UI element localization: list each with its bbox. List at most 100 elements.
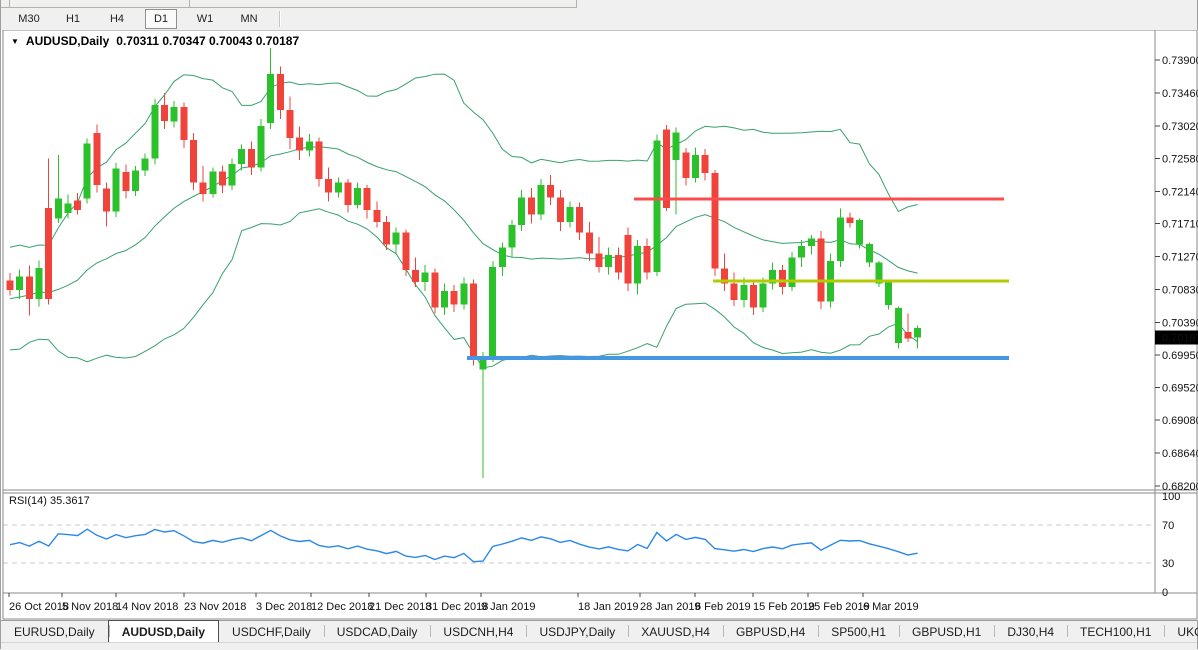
rsi-axis: 100 70 30 0	[1162, 491, 1180, 599]
current-price-tag	[1155, 330, 1198, 345]
time-axis-label: 3 Dec 2018	[256, 601, 312, 613]
time-axis-label: 31 Dec 2018	[426, 601, 488, 613]
rsi-axis-label: 70	[1162, 520, 1174, 532]
bear-candle	[218, 171, 226, 186]
tab-usdcad-daily[interactable]: USDCAD,Daily	[323, 621, 431, 642]
time-axis-label: 14 Nov 2018	[116, 601, 178, 613]
time-axis-label: 25 Feb 2019	[808, 601, 870, 613]
bear-candle	[325, 178, 333, 193]
current-price-value: 0.70187	[1162, 333, 1198, 345]
bear-candle	[373, 210, 381, 223]
tab-usdjpy-daily[interactable]: USDJPY,Daily	[526, 621, 628, 642]
tab-dj30-h4[interactable]: DJ30,H4	[994, 621, 1067, 642]
bear-candle	[276, 74, 284, 111]
price-axis-label: 0.70390	[1162, 317, 1198, 329]
status-bar	[1, 642, 1197, 650]
bear-candle	[469, 283, 477, 360]
chevron-down-icon[interactable]: ▼	[11, 36, 19, 46]
bollinger-upper-band	[9, 73, 918, 248]
tab-audusd-daily[interactable]: AUDUSD,Daily	[107, 620, 220, 642]
toolbar-separator	[279, 11, 280, 27]
timeframe-button-h1[interactable]: H1	[65, 13, 81, 25]
bear-candle	[817, 238, 825, 302]
bull-candle	[653, 140, 661, 273]
bear-candle	[25, 276, 33, 300]
price-axis-label: 0.69950	[1162, 350, 1198, 362]
bull-candle	[132, 170, 139, 191]
bull-candle	[537, 184, 545, 215]
tab-tech100-h1[interactable]: TECH100,H1	[1067, 621, 1164, 642]
bear-candle	[701, 154, 709, 173]
bull-candle	[209, 171, 217, 194]
bear-candle	[624, 234, 632, 284]
bull-candle	[83, 143, 91, 199]
price-axis-label: 0.73020	[1162, 121, 1198, 133]
bull-candle	[798, 246, 806, 258]
price-axis: 0.73900 0.73460 0.73020 0.72580 0.72140 0.717…	[1155, 55, 1198, 493]
bull-candle	[489, 267, 497, 357]
bull-candle	[354, 187, 362, 205]
bear-candle	[547, 184, 555, 198]
timeframe-button-m30[interactable]: M30	[18, 13, 40, 25]
price-axis-label: 0.69520	[1162, 382, 1198, 394]
tab-sp500-h1[interactable]: SP500,H1	[818, 621, 899, 642]
bear-candle	[363, 187, 371, 211]
price-axis-label: 0.71270	[1162, 252, 1198, 264]
toolbar-divider	[9, 0, 10, 8]
bull-candle	[498, 247, 506, 267]
bear-candle	[778, 270, 786, 288]
bear-candle	[103, 188, 110, 212]
bull-candle	[672, 132, 680, 161]
timeframe-button-w1[interactable]: W1	[196, 13, 214, 25]
timeframe-button-d1[interactable]: D1	[145, 9, 177, 29]
toolbar-divider	[1, 7, 576, 8]
bear-candle	[643, 246, 651, 273]
tab-usdcnh-h4[interactable]: USDCNH,H4	[430, 621, 526, 642]
time-axis-label: 6 Feb 2019	[695, 601, 751, 613]
tab-xauusd-h4[interactable]: XAUUSD,H4	[628, 621, 723, 642]
bear-candle	[315, 141, 323, 179]
bear-candle	[189, 140, 197, 183]
upper-toolbar-remnant	[1, 0, 1197, 8]
price-axis-label: 0.72580	[1162, 154, 1198, 166]
rsi-axis-label: 0	[1162, 587, 1168, 599]
bull-candle	[508, 225, 516, 248]
bull-candle	[740, 285, 748, 300]
bear-candle	[74, 200, 82, 211]
bear-candle	[595, 253, 603, 268]
tab-eurusd-daily[interactable]: EURUSD,Daily	[14, 624, 95, 639]
tab-usdchf-daily[interactable]: USDCHF,Daily	[232, 624, 311, 639]
tab-gbpusd-h4[interactable]: GBPUSD,H4	[722, 621, 818, 642]
bear-candle	[247, 148, 255, 168]
tab-gbpusd-h1[interactable]: GBPUSD,H1	[899, 621, 994, 642]
bull-candle	[228, 163, 236, 186]
bear-candle	[846, 217, 854, 223]
bear-candle	[721, 268, 728, 284]
chart-window[interactable]: 0.73900 0.73460 0.73020 0.72580 0.72140 0.717…	[1, 30, 1198, 620]
bull-candle	[151, 104, 159, 159]
price-axis-label: 0.73900	[1162, 55, 1198, 67]
tab-ukoil[interactable]: UKOil,	[1164, 621, 1198, 642]
bull-candle	[441, 290, 448, 308]
bull-candle	[141, 158, 149, 171]
price-chart-canvas[interactable]: 0.73900 0.73460 0.73020 0.72580 0.72140 0.717…	[1, 30, 1198, 620]
bear-candle	[45, 208, 53, 300]
ohlc-values: 0.70311 0.70347 0.70043 0.70187	[116, 34, 300, 48]
bull-candle	[112, 168, 120, 212]
timeframe-button-mn[interactable]: MN	[240, 13, 258, 25]
rsi-indicator-label: RSI(14) 35.3617	[9, 495, 90, 507]
bull-candle	[460, 283, 468, 305]
timeframe-button-h4[interactable]: H4	[109, 13, 125, 25]
bull-candle	[875, 262, 883, 284]
bear-candle	[199, 182, 207, 194]
bull-candle	[479, 356, 487, 370]
bear-candle	[904, 332, 912, 339]
candles	[6, 48, 922, 478]
rsi-axis-label: 100	[1162, 491, 1180, 503]
bull-candle	[865, 243, 873, 263]
bull-candle	[392, 232, 400, 245]
bull-candle	[836, 217, 844, 261]
bull-candle	[257, 125, 265, 168]
